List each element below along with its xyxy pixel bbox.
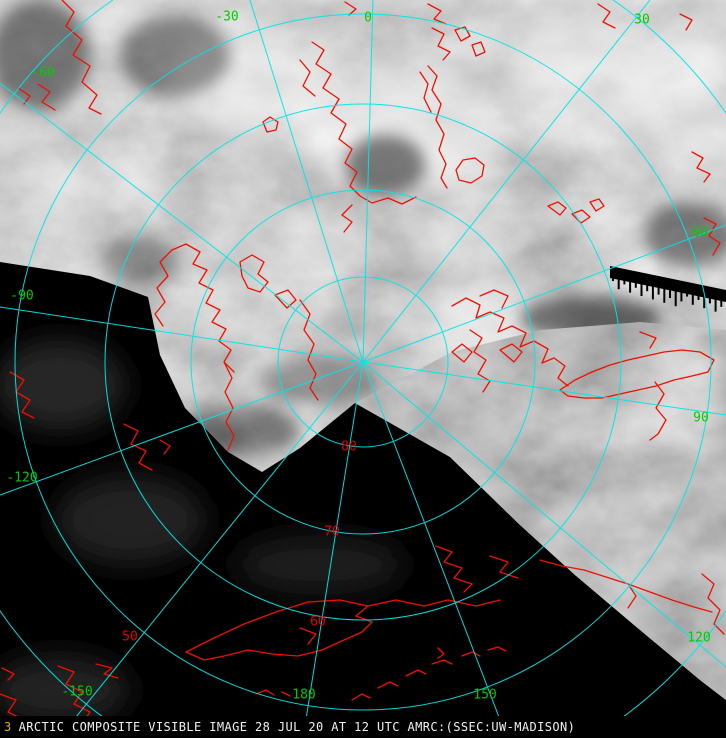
caption-bar: 3 ARCTIC COMPOSITE VISIBLE IMAGE 28 JUL … (0, 716, 726, 738)
coastline-island-ring (262, 116, 485, 184)
swath-cloud-streaks (600, 385, 726, 570)
meridian-line-60 (362, 224, 726, 363)
coastline-top-edge-islands (344, 1, 693, 31)
comb-artifact (612, 276, 723, 312)
coastline-novaya-zemlya (419, 65, 448, 189)
coastline-left-mid (9, 371, 171, 471)
coastline-right-edge-upper (691, 151, 721, 256)
dark-land-patches (0, 0, 726, 455)
latitude-circle-60 (104, 103, 622, 621)
meridian-line-120 (362, 361, 726, 668)
night-no-data-region (0, 262, 726, 738)
coastline-canada-arctic (17, 0, 102, 115)
caption-text: ARCTIC COMPOSITE VISIBLE IMAGE 28 JUL 20… (18, 720, 576, 734)
latitude-circle-70 (190, 189, 536, 535)
meridian-line-30 (362, 0, 651, 363)
meridian-line-180 (302, 361, 364, 738)
meridian-line--90 (0, 306, 364, 363)
coastline-norway (299, 41, 417, 233)
meridian-line--60 (0, 82, 364, 363)
coastline-aleutians (255, 646, 507, 701)
coastline-greenland (154, 243, 319, 451)
meridian-line--150 (58, 361, 364, 738)
latitude-circle-50 (14, 13, 712, 711)
faint-night-clouds (0, 340, 405, 725)
meridian-line-90 (362, 361, 726, 416)
meridian-line-0 (362, 0, 374, 363)
meridian-line-150 (362, 361, 508, 738)
channel-number: 3 (4, 720, 12, 734)
meridian-line--120 (0, 361, 364, 496)
meridian-line--30 (249, 0, 364, 363)
latitude-circle-80 (277, 276, 449, 448)
coastline-alaska-peninsula (185, 599, 501, 661)
coastline-severnaya-zemlya (451, 289, 569, 393)
scan-edge-band (610, 266, 726, 302)
